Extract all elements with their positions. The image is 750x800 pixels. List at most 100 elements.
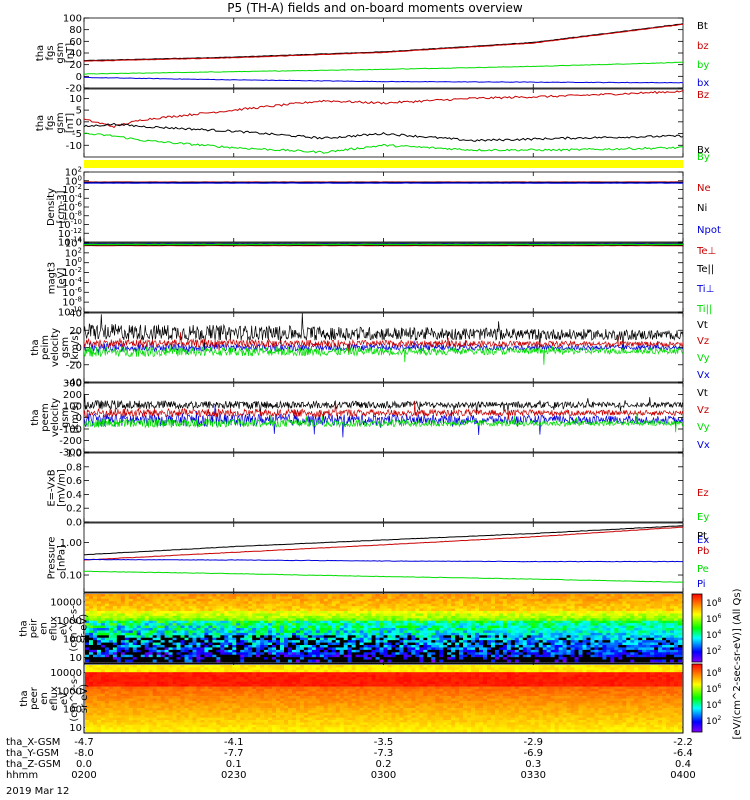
- peir-spectrogram-cell: [546, 640, 551, 643]
- peir-spectrogram-cell: [546, 603, 551, 607]
- peir-spectrogram-cell: [467, 618, 472, 622]
- peer-spectrogram-cell: [85, 705, 90, 709]
- peir-spectrogram-cell: [112, 620, 118, 624]
- peir-spectrogram-cell: [642, 601, 647, 605]
- peir-spectrogram-cell: [164, 652, 169, 656]
- peir-spectrogram-cell: [363, 632, 368, 636]
- peir-spectrogram-cell: [260, 623, 265, 626]
- peir-spectrogram-cell: [208, 618, 213, 622]
- peir-spectrogram-cell: [674, 623, 679, 626]
- peir-spectrogram-cell: [534, 615, 540, 619]
- peir-spectrogram-cell: [355, 640, 360, 643]
- peer-spectrogram-cell: [100, 693, 106, 697]
- peir-spectrogram-cell: [666, 649, 671, 653]
- peir-spectrogram-cell: [363, 628, 368, 631]
- peir-spectrogram-cell: [534, 649, 540, 653]
- peer-spectrogram-cell: [100, 665, 106, 668]
- peir-spectrogram-cell: [88, 596, 94, 600]
- peir-spectrogram-cell: [626, 603, 631, 607]
- peim-velocity-ytick-label: -40: [66, 378, 82, 389]
- peir-spectrogram-cell: [666, 625, 671, 629]
- peir-spectrogram-cell: [140, 625, 145, 629]
- peir-spectrogram-cell: [459, 618, 464, 622]
- peir-spectrogram-cell: [610, 603, 615, 607]
- peir-spectrogram-cell: [367, 632, 372, 636]
- peir-spectrogram-cell: [343, 645, 348, 648]
- peer-spectrogram-cell: [96, 691, 102, 695]
- peir-spectrogram-cell: [144, 657, 149, 660]
- peir-spectrogram-cell: [379, 630, 384, 634]
- peer-spectrogram-cell: [144, 715, 149, 718]
- peir-spectrogram-cell: [228, 659, 233, 663]
- peir-spectrogram-cell: [228, 596, 233, 600]
- peir-spectrogram-cell: [220, 603, 225, 607]
- peir-spectrogram-cell: [272, 608, 277, 612]
- peir-spectrogram-cell: [188, 606, 193, 609]
- peir-spectrogram-cell: [92, 598, 98, 602]
- peir-spectrogram-cell: [654, 603, 659, 607]
- peir-spectrogram-cell: [339, 598, 344, 602]
- peir-spectrogram-cell: [85, 623, 90, 626]
- peir-spectrogram-cell: [510, 652, 516, 656]
- peir-spectrogram-cell: [224, 615, 229, 619]
- peir-spectrogram-cell: [558, 594, 563, 597]
- peer-spectrogram-cell: [140, 684, 145, 687]
- peir-spectrogram-cell: [542, 611, 547, 614]
- peir-spectrogram-cell: [419, 649, 424, 653]
- peir-spectrogram-cell: [506, 611, 512, 614]
- peir-spectrogram-cell: [538, 632, 543, 636]
- peer-spectrogram-cell: [112, 679, 118, 683]
- peir-spectrogram-cell: [550, 596, 555, 600]
- peir-spectrogram-cell: [479, 613, 484, 617]
- peir-spectrogram-cell: [128, 608, 134, 612]
- peir-spectrogram-cell: [494, 603, 500, 607]
- peir-spectrogram-cell: [486, 649, 492, 653]
- peir-spectrogram-cell: [96, 611, 102, 614]
- peir-spectrogram-cell: [164, 632, 169, 636]
- peir-spectrogram-cell: [435, 652, 440, 656]
- peir-spectrogram-cell: [260, 603, 265, 607]
- peer-spectrogram-cell: [85, 720, 90, 723]
- peir-spectrogram-cell: [291, 657, 297, 660]
- peir-spectrogram-cell: [602, 652, 607, 656]
- peir-spectrogram-cell: [383, 649, 388, 653]
- peir-spectrogram-cell: [439, 608, 444, 612]
- peir-spectrogram-cell: [455, 632, 460, 636]
- peir-spectrogram-cell: [586, 657, 591, 660]
- peer-spectrogram-cell: [92, 700, 98, 704]
- peir-spectrogram-cell: [355, 628, 360, 631]
- peir-spectrogram-cell: [212, 603, 217, 607]
- peer-spectrogram-cell: [120, 686, 126, 690]
- peir-spectrogram-cell: [272, 594, 277, 597]
- peir-spectrogram-cell: [423, 596, 428, 600]
- peir-spectrogram-cell: [463, 611, 468, 614]
- peir-spectrogram-cell: [447, 635, 452, 639]
- peir-spectrogram-cell: [100, 594, 106, 597]
- peir-spectrogram-cell: [176, 596, 181, 600]
- peir-spectrogram-cell: [654, 606, 659, 609]
- peir-spectrogram-cell: [490, 594, 496, 597]
- peir-spectrogram-cell: [486, 623, 492, 626]
- peir-spectrogram-cell: [662, 640, 667, 643]
- peem-velocity-series-1: [83, 400, 684, 420]
- peir-spectrogram-cell: [443, 659, 448, 663]
- peir-spectrogram-cell: [311, 611, 317, 614]
- peir-spectrogram-cell: [562, 623, 567, 626]
- peir-spectrogram-cell: [323, 623, 329, 626]
- peir-spectrogram-cell: [654, 620, 659, 624]
- peer-spectrogram-cell: [92, 693, 98, 697]
- peir-spectrogram-cell: [610, 615, 615, 619]
- peir-spectrogram-cell: [630, 632, 635, 636]
- peir-spectrogram-cell: [634, 623, 639, 626]
- peir-spectrogram-cell: [204, 623, 209, 626]
- peir-spectrogram-cell: [510, 618, 516, 622]
- peir-spectrogram-cell: [184, 611, 189, 614]
- peer-spectrogram-cell: [104, 703, 110, 706]
- peir-spectrogram-cell: [654, 630, 659, 634]
- peir-spectrogram-cell: [112, 603, 118, 607]
- peir-spectrogram-cell: [467, 647, 472, 651]
- peir-spectrogram-cell: [287, 608, 293, 612]
- peir-spectrogram-cell: [678, 625, 683, 629]
- peir-spectrogram-cell: [423, 615, 428, 619]
- peer-spectrogram-cell: [144, 696, 149, 699]
